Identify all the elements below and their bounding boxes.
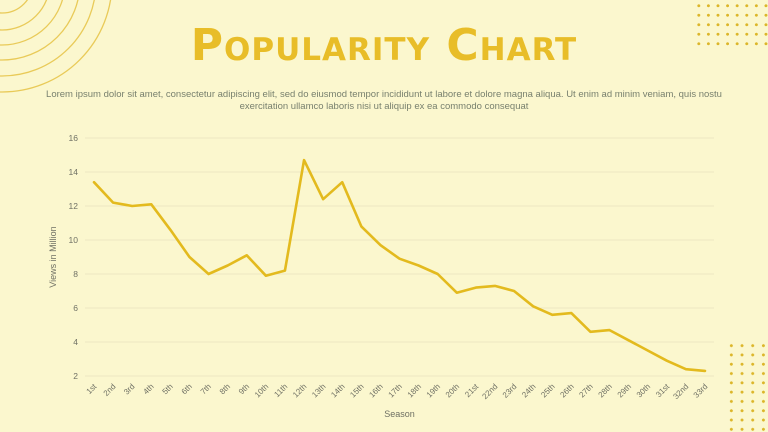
x-tick-label: 26th bbox=[558, 382, 575, 399]
x-tick-label: 32nd bbox=[671, 382, 690, 401]
dot-grid-top-right bbox=[694, 1, 768, 46]
x-tick-label: 10th bbox=[253, 382, 270, 399]
x-tick-label: 9th bbox=[237, 382, 251, 396]
x-axis-title: Season bbox=[384, 409, 415, 419]
x-tick-label: 28th bbox=[597, 382, 614, 399]
x-tick-label: 27th bbox=[577, 382, 594, 399]
y-tick-label: 16 bbox=[69, 133, 79, 143]
x-tick-label: 16th bbox=[367, 382, 384, 399]
y-tick-label: 4 bbox=[73, 337, 78, 347]
dot-grid-bottom-right bbox=[726, 341, 768, 432]
slide-title: Popularity Chart bbox=[190, 20, 578, 71]
x-tick-label: 17th bbox=[387, 382, 404, 399]
x-tick-label: 31st bbox=[654, 382, 672, 400]
y-tick-label: 12 bbox=[69, 201, 79, 211]
x-tick-label: 25th bbox=[539, 382, 556, 399]
x-tick-label: 14th bbox=[329, 382, 346, 399]
x-tick-label: 29th bbox=[616, 382, 633, 399]
concentric-circles-decoration bbox=[0, 0, 112, 93]
x-tick-label: 1st bbox=[85, 382, 99, 396]
x-tick-label: 2nd bbox=[102, 382, 118, 398]
subtitle-line-2: exercitation ullamco laboris nisi ut ali… bbox=[239, 101, 529, 112]
x-tick-label: 30th bbox=[635, 382, 652, 399]
x-tick-label: 21st bbox=[463, 382, 481, 400]
y-tick-label: 2 bbox=[73, 371, 78, 381]
x-tick-label: 8th bbox=[218, 382, 232, 396]
y-axis-title: Views in Million bbox=[48, 226, 58, 287]
x-tick-label: 11th bbox=[272, 382, 289, 399]
x-tick-label: 19th bbox=[425, 382, 442, 399]
x-tick-label: 13th bbox=[310, 382, 327, 399]
chart-line bbox=[92, 158, 707, 373]
x-tick-label: 6th bbox=[180, 382, 194, 396]
x-tick-label: 22nd bbox=[480, 382, 499, 401]
subtitle-line-1: Lorem ipsum dolor sit amet, consectetur … bbox=[46, 89, 722, 100]
x-tick-label: 18th bbox=[406, 382, 423, 399]
x-tick-label: 15th bbox=[348, 382, 365, 399]
y-tick-label: 8 bbox=[73, 269, 78, 279]
x-tick-label: 23rd bbox=[501, 382, 519, 400]
x-tick-label: 33rd bbox=[692, 382, 710, 400]
x-tick-label: 20th bbox=[444, 382, 461, 399]
x-tick-label: 12th bbox=[291, 382, 308, 399]
y-tick-label: 6 bbox=[73, 303, 78, 313]
x-tick-label: 3rd bbox=[122, 382, 137, 397]
x-tick-label: 4th bbox=[141, 382, 155, 396]
y-tick-label: 14 bbox=[69, 167, 79, 177]
y-tick-label: 10 bbox=[69, 235, 79, 245]
slide-subtitle: Lorem ipsum dolor sit amet, consectetur … bbox=[24, 89, 744, 113]
x-tick-label: 7th bbox=[199, 382, 213, 396]
x-tick-label: 5th bbox=[161, 382, 175, 396]
x-tick-label: 24th bbox=[520, 382, 537, 399]
